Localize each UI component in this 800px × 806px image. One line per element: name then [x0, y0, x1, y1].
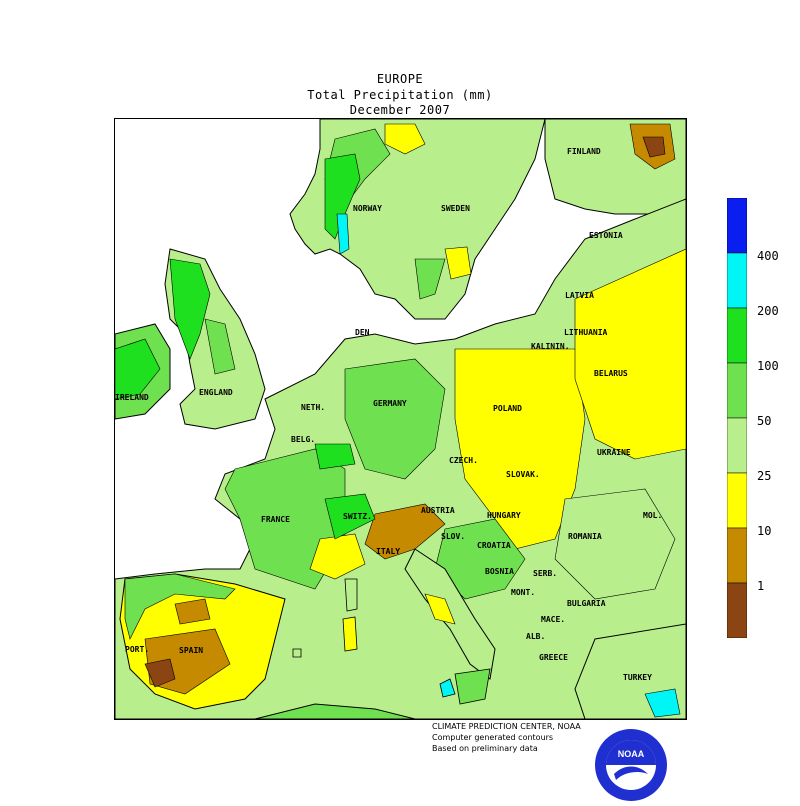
legend-label-50: 50 [757, 414, 772, 428]
landmass-continent [115, 198, 686, 719]
label-norway: NORWAY [353, 204, 382, 213]
label-switzerland: SWITZ. [343, 512, 372, 521]
credit-line-2: Computer generated contours [432, 733, 554, 742]
landmass-iberia [119, 573, 286, 710]
label-romania: ROMANIA [568, 532, 602, 541]
label-denmark: DEN [355, 328, 370, 337]
label-croatia: CROATIA [477, 541, 511, 550]
label-hungary: HUNGARY [487, 511, 521, 520]
legend-swatch-gt400 [727, 198, 747, 254]
label-italy: ITALY [376, 547, 400, 556]
label-greece: GREECE [539, 653, 568, 662]
label-albania: ALB. [526, 632, 545, 641]
label-turkey: TURKEY [623, 673, 652, 682]
label-serbia: SERB. [533, 569, 557, 578]
legend-label-1: 1 [757, 579, 765, 593]
noaa-logo: NOAA [594, 728, 668, 802]
label-sweden: SWEDEN [441, 204, 470, 213]
noaa-seal-icon: NOAA [595, 729, 667, 801]
label-czech: CZECH. [449, 456, 478, 465]
label-ukraine: UKRAINE [597, 448, 631, 457]
legend-swatch-200-400 [727, 252, 747, 309]
label-spain: SPAIN [179, 646, 203, 655]
landmass-finland [544, 119, 686, 215]
legend-swatch-10-25 [727, 472, 747, 529]
label-bulgaria: BULGARIA [567, 599, 606, 608]
label-montenegro: MONT. [511, 588, 535, 597]
legend-swatch-1-10 [727, 527, 747, 584]
noaa-logo-text: NOAA [618, 749, 645, 759]
map-title: EUROPE [376, 72, 424, 86]
label-bosnia: BOSNIA [485, 567, 514, 576]
legend-swatch-100-200 [727, 307, 747, 364]
label-lithuania: LITHUANIA [564, 328, 608, 337]
label-germany: GERMANY [373, 399, 407, 408]
landmass-italy [404, 548, 496, 705]
credit-line-3: Based on preliminary data [432, 744, 538, 753]
label-slovenia: SLOV. [441, 532, 465, 541]
credit-line-1: CLIMATE PREDICTION CENTER, NOAA [432, 722, 581, 731]
landmass-north-africa [254, 703, 416, 719]
label-estonia: ESTONIA [589, 231, 623, 240]
label-austria: AUSTRIA [421, 506, 455, 515]
legend-swatch-50-100 [727, 362, 747, 419]
label-france: FRANCE [261, 515, 290, 524]
legend-label-10: 10 [757, 524, 772, 538]
legend-swatch-lt1 [727, 582, 747, 638]
precipitation-map: FINLAND NORWAY SWEDEN ESTONIA LATVIA LIT… [114, 118, 687, 720]
legend-label-100: 100 [757, 359, 779, 373]
label-portugal: PORT. [125, 645, 149, 654]
label-macedonia: MACE. [541, 615, 565, 624]
islands [292, 578, 456, 698]
country-labels: FINLAND NORWAY SWEDEN ESTONIA LATVIA LIT… [115, 147, 662, 682]
label-kaliningrad: KALININ. [531, 342, 570, 351]
landmass-scandinavia [289, 119, 546, 320]
landmass-british-isles [115, 248, 266, 430]
label-poland: POLAND [493, 404, 522, 413]
legend-label-200: 200 [757, 304, 779, 318]
label-belgium: BELG. [291, 435, 315, 444]
label-latvia: LATVIA [565, 291, 594, 300]
label-moldova: MOL. [643, 511, 662, 520]
label-netherlands: NETH. [301, 403, 325, 412]
color-legend [727, 198, 747, 638]
legend-bar [727, 198, 747, 638]
landmass-turkey [574, 623, 686, 719]
legend-label-25: 25 [757, 469, 772, 483]
map-canvas: FINLAND NORWAY SWEDEN ESTONIA LATVIA LIT… [115, 119, 686, 719]
label-ireland: IRELAND [115, 393, 149, 402]
legend-label-400: 400 [757, 249, 779, 263]
label-england: ENGLAND [199, 388, 233, 397]
map-period: December 2007 [349, 103, 451, 117]
map-variable: Total Precipitation (mm) [307, 88, 493, 102]
label-slovakia: SLOVAK. [506, 470, 540, 479]
label-finland: FINLAND [567, 147, 601, 156]
legend-swatch-25-50 [727, 417, 747, 474]
label-belarus: BELARUS [594, 369, 628, 378]
